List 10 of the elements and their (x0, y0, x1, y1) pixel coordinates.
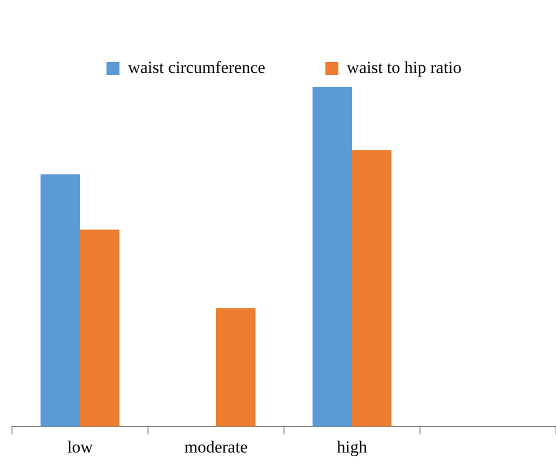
bar (352, 150, 392, 427)
bar (80, 230, 120, 427)
bar (216, 308, 256, 427)
legend-label: waist to hip ratio (346, 58, 462, 77)
legend-label: waist circumference (128, 58, 266, 77)
x-tick-label: low (67, 437, 94, 456)
bar (40, 174, 80, 427)
x-tick-label: moderate (184, 437, 248, 456)
bar (312, 87, 352, 427)
x-tick-label: high (336, 437, 368, 456)
